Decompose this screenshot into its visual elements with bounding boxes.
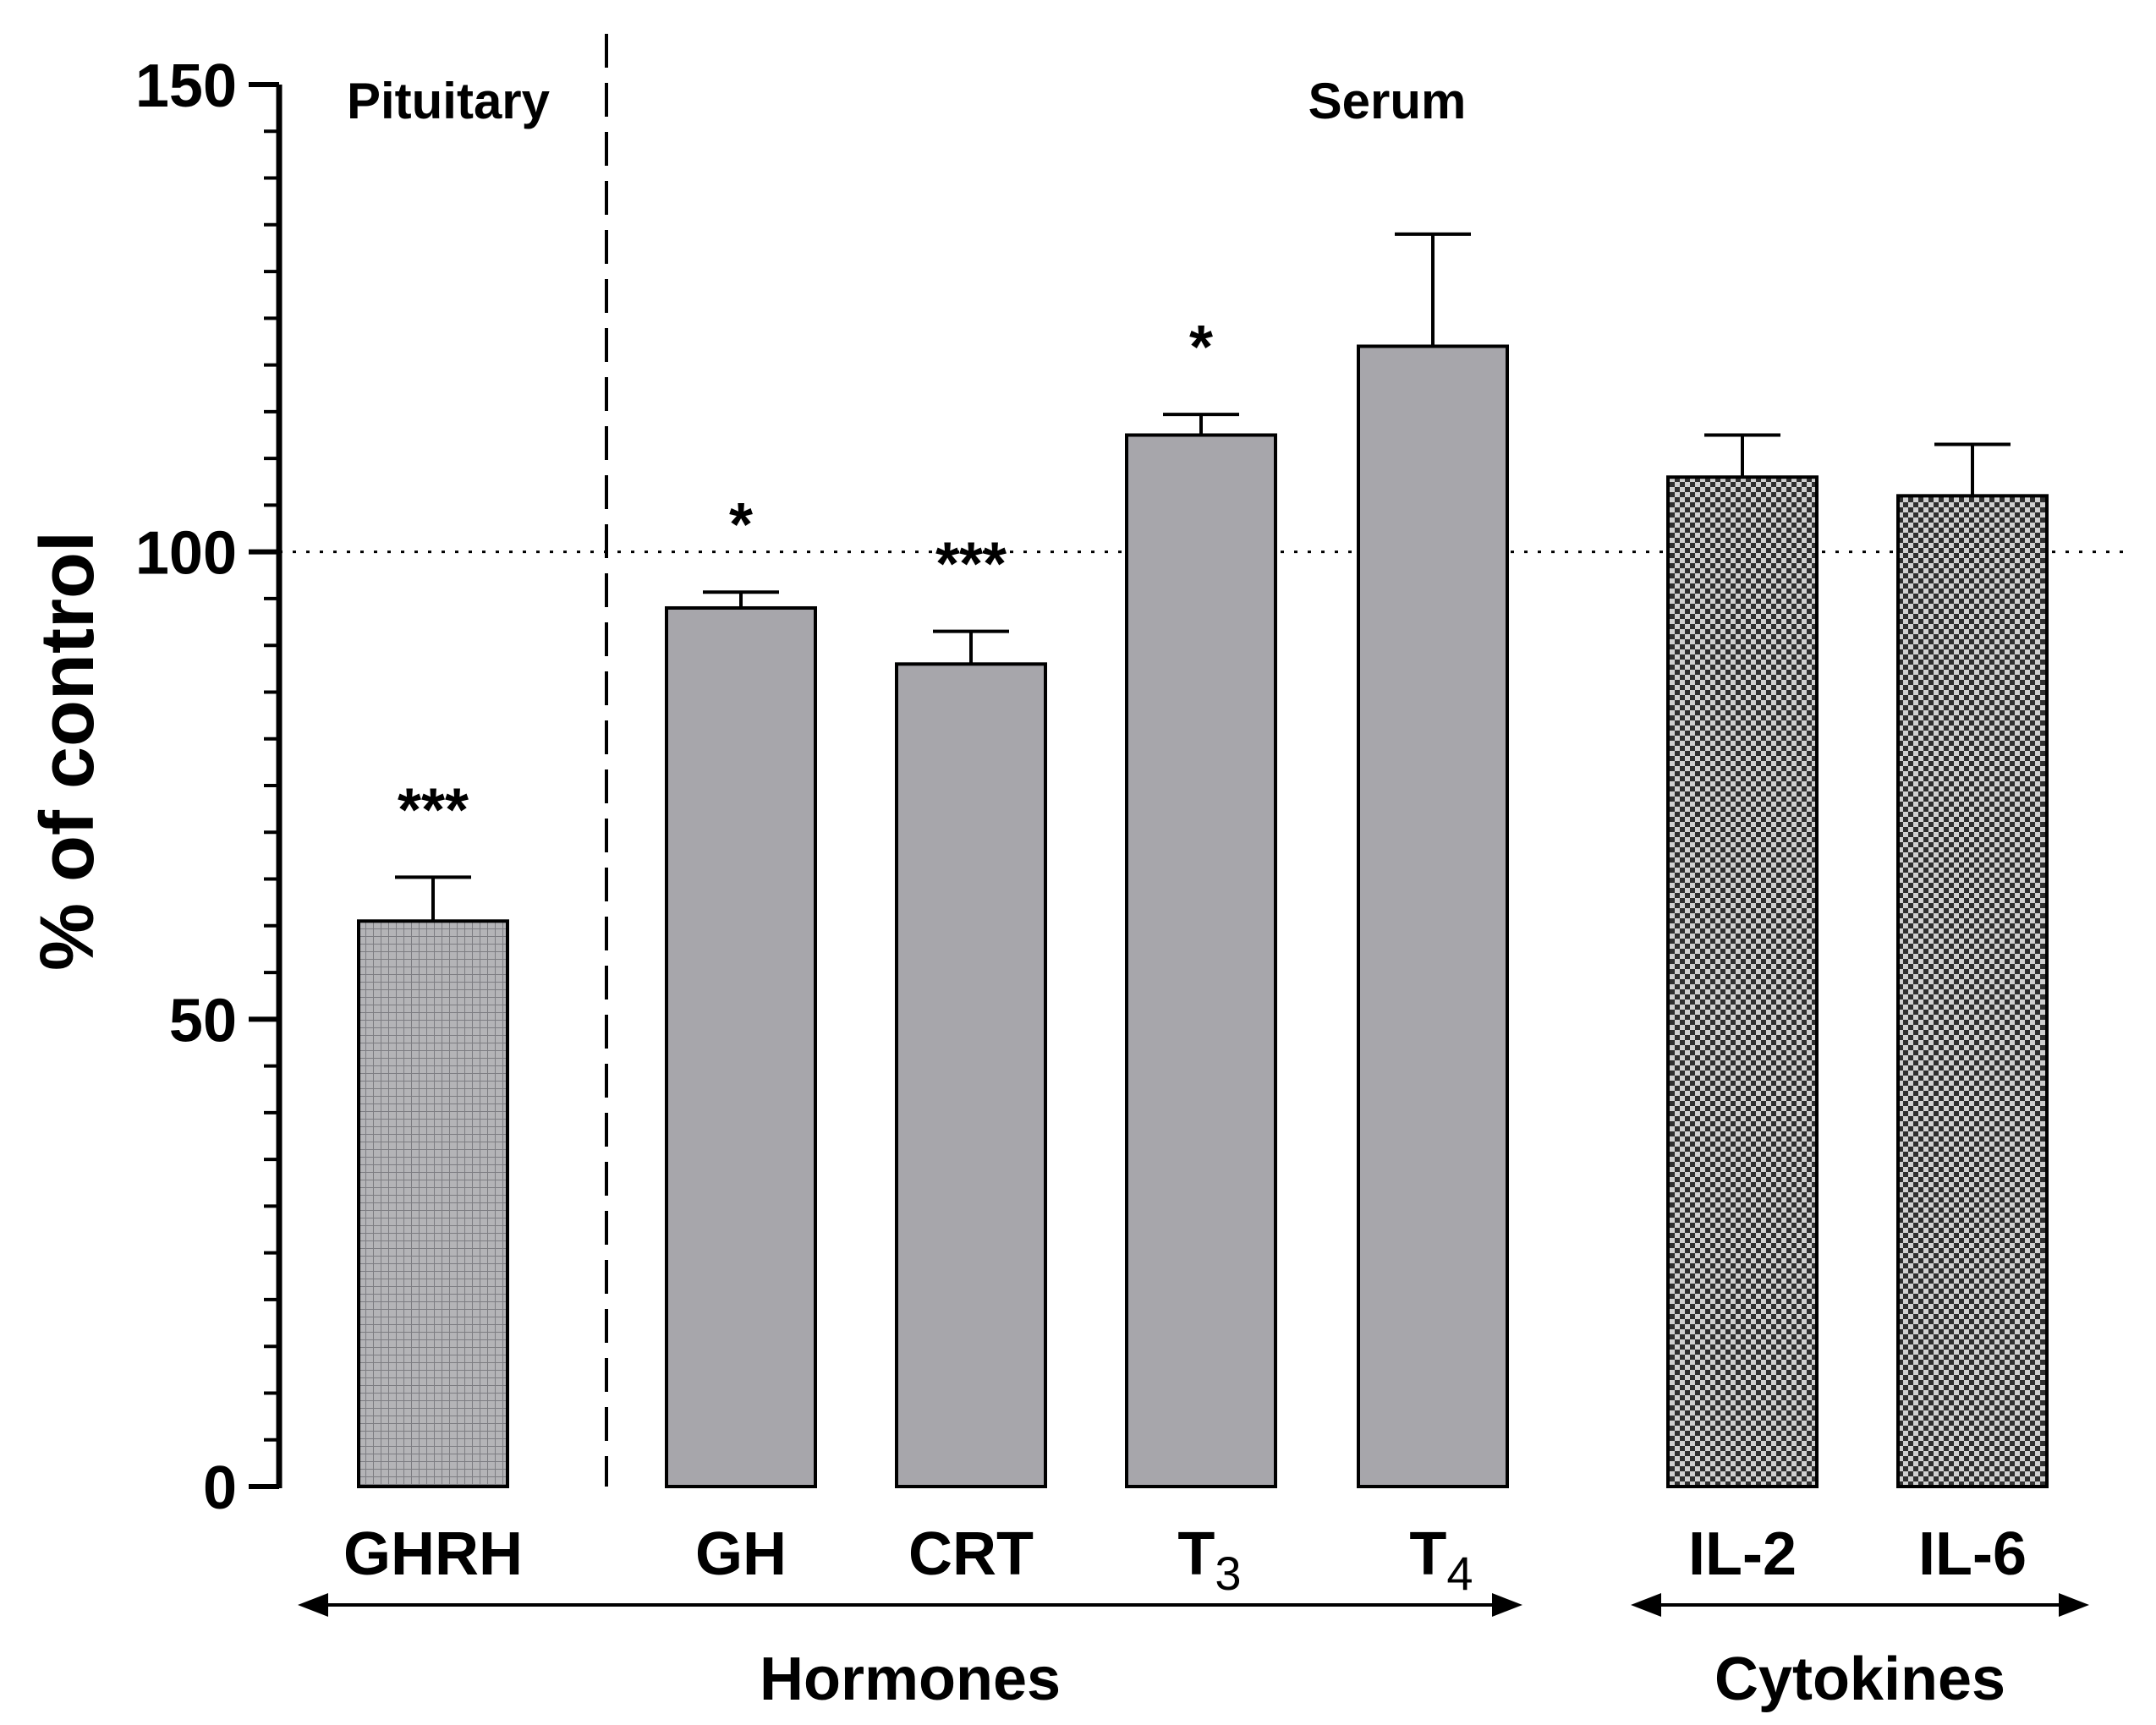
significance-label: *** — [935, 531, 1007, 599]
y-tick-label: 0 — [203, 1454, 237, 1522]
category-label: GH — [695, 1520, 787, 1588]
group-label: Hormones — [760, 1646, 1061, 1713]
bar — [1125, 433, 1277, 1488]
group-arrow-head-right — [1492, 1593, 1522, 1617]
category-label: IL-6 — [1918, 1520, 2027, 1588]
region-label-serum: Serum — [1308, 73, 1467, 129]
region-label-pituitary: Pituitary — [347, 73, 551, 129]
category-label: CRT — [908, 1520, 1034, 1588]
group-arrow-head-right — [2059, 1593, 2089, 1617]
category-label: GHRH — [343, 1520, 523, 1588]
y-axis-title: % of control — [25, 531, 110, 971]
group-label: Cytokines — [1714, 1646, 2005, 1713]
y-tick-label: 100 — [135, 520, 237, 588]
bar — [357, 919, 509, 1488]
bar — [665, 605, 817, 1488]
y-axis — [249, 82, 2089, 1617]
category-label: IL-2 — [1688, 1520, 1797, 1588]
group-arrow-head-left — [1631, 1593, 1661, 1617]
bars — [357, 344, 2049, 1489]
bar — [895, 662, 1047, 1488]
labels: *** GHRH * GH *** CRT * T3 T4 IL-2 IL-6 0 50 100 150 % … — [25, 52, 2027, 1713]
bar — [1666, 475, 1819, 1488]
category-label: T4 — [1409, 1520, 1473, 1600]
category-label: T3 — [1177, 1520, 1241, 1600]
y-tick-label: 50 — [169, 987, 237, 1054]
bar — [1357, 344, 1509, 1489]
significance-label: * — [1189, 314, 1213, 381]
bar — [1896, 494, 2049, 1488]
group-arrow-head-left — [298, 1593, 328, 1617]
y-tick-label: 150 — [135, 52, 237, 120]
significance-label: *** — [398, 776, 469, 844]
significance-label: * — [729, 491, 753, 559]
error-bars — [395, 232, 2011, 922]
